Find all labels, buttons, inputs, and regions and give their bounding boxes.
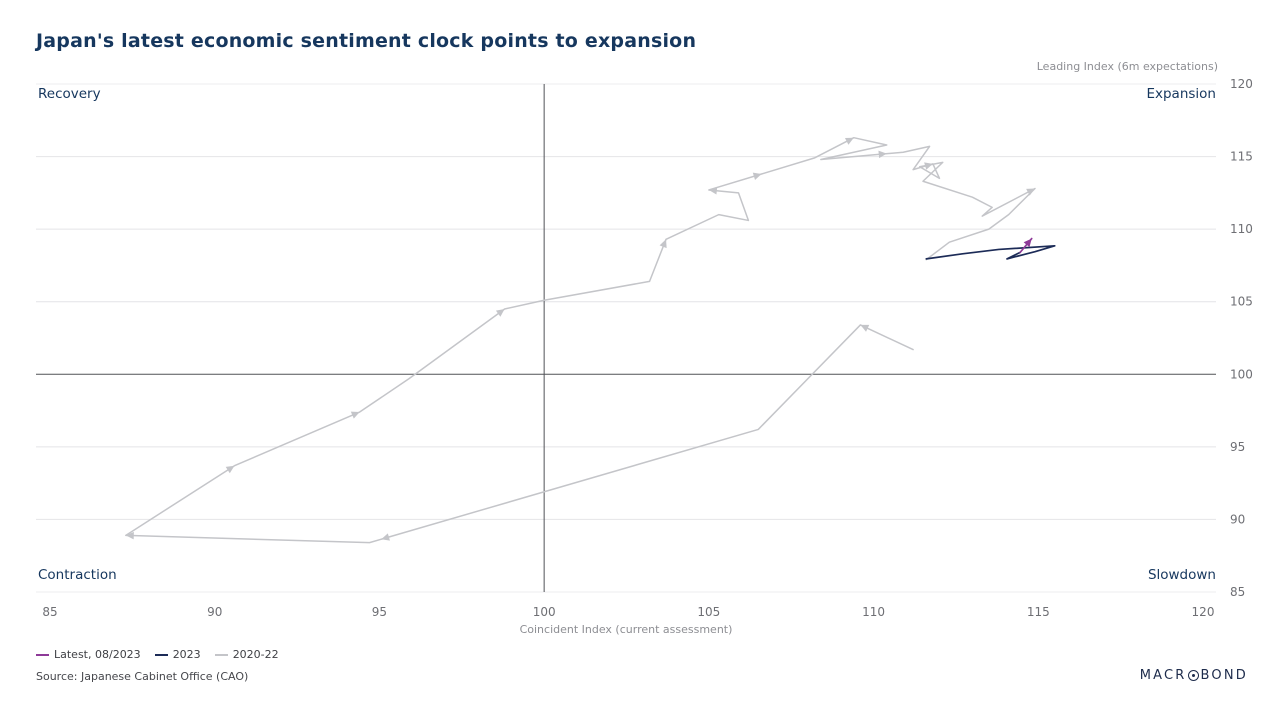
leading-index-axis-label: Leading Index (6m expectations) [1036,60,1218,73]
x-tick-label: 90 [207,605,222,619]
trajectory-arrow-2020-22 [752,172,762,180]
y-tick-label: 100 [1230,367,1253,381]
trajectory-arrow-2020-22 [878,150,887,159]
legend-swatch [36,653,49,656]
quadrant-label-contraction: Contraction [38,567,117,583]
quadrant-label-recovery: Recovery [38,86,101,102]
trajectory-arrow-2020-22 [125,531,134,540]
y-tick-label: 105 [1230,295,1253,309]
trajectory-arrow-2020-22 [860,324,870,332]
legend-swatch [214,653,228,656]
legend-label: 2020-22 [232,648,279,661]
macrobond-logo: MACR BOND [1140,668,1248,683]
trajectory-arrow-2020-22 [381,533,390,541]
x-tick-label: 105 [697,605,720,619]
legend-label: Latest, 08/2023 [54,648,141,661]
legend-item: 2023 [154,648,201,661]
y-tick-label: 120 [1230,77,1253,91]
logo-text-right: BOND [1200,668,1248,683]
y-tick-label: 95 [1230,440,1245,454]
trajectory-arrow-2020-22 [350,411,360,419]
trajectory-arrow-2020-22 [1026,188,1035,196]
x-tick-label: 95 [372,605,387,619]
source-note: Source: Japanese Cabinet Office (CAO) [36,670,249,683]
series-line-2023 [925,244,1056,260]
chart-title: Japan's latest economic sentiment clock … [36,30,697,52]
trajectory-arrow-2020-22 [225,465,235,474]
legend-swatch [154,653,168,656]
y-tick-label: 90 [1230,512,1245,526]
logo-text-left: MACR [1139,668,1187,683]
logo-o-icon [1187,670,1199,681]
quadrant-label-slowdown: Slowdown [1147,567,1216,583]
legend-item: 2020-22 [214,648,279,661]
y-tick-label: 110 [1230,222,1253,236]
legend: Latest, 08/2023 2023 2020-22 [36,648,279,661]
trajectory-arrow-2020-22 [708,186,718,195]
trajectory-arrow-latest-08-2023 [1023,238,1032,248]
x-tick-label: 120 [1192,605,1215,619]
x-tick-label: 115 [1027,605,1050,619]
trajectory-arrow-2020-22 [495,308,505,317]
x-tick-label: 85 [42,605,57,619]
x-tick-label: 110 [862,605,885,619]
trajectory-arrow-2020-22 [924,162,933,170]
x-axis-title: Coincident Index (current assessment) [519,623,733,636]
quadrant-label-expansion: Expansion [1146,86,1216,102]
series-line-2020-22 [125,136,1036,544]
trajectory-arrow-2020-22 [844,137,854,145]
legend-label: 2023 [172,648,201,661]
y-tick-label: 115 [1230,150,1253,164]
trajectory-arrow-2020-22 [659,239,667,249]
y-tick-label: 85 [1230,585,1245,599]
x-tick-label: 100 [533,605,556,619]
legend-item: Latest, 08/2023 [36,648,141,661]
